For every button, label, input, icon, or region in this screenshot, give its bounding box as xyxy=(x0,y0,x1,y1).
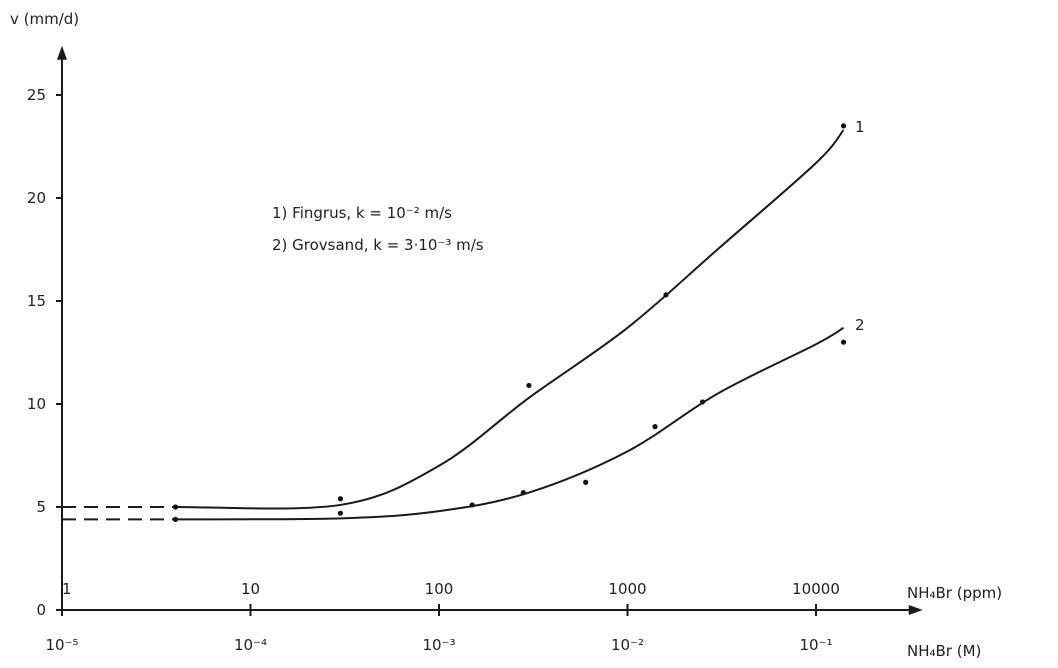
series-2-point xyxy=(172,516,179,522)
series-label-1: 1 xyxy=(855,118,865,136)
x-tick-label-molar: 10⁻³ xyxy=(422,636,455,654)
axes xyxy=(57,45,923,615)
x-axis-label-molar: NH₄Br (M) xyxy=(907,642,981,660)
x-tick-label-molar: 10⁻⁵ xyxy=(45,636,78,654)
x-tick-label-ppm: 1 xyxy=(62,580,72,598)
x-tick-label-ppm: 100 xyxy=(425,580,454,598)
series-1-point xyxy=(840,123,847,129)
y-tick-label: 5 xyxy=(36,498,46,516)
legend-entry-2: 2) Grovsand, k = 3·10⁻³ m/s xyxy=(272,236,484,254)
series-2-point xyxy=(337,510,344,516)
x-tick-label-molar: 10⁻² xyxy=(611,636,644,654)
x-tick-label-molar: 10⁻⁴ xyxy=(234,636,267,654)
axis-ticks: 0 5 10 15 20 25 1 10⁻⁵ 10 10⁻⁴ 100 10⁻³ 1000 10⁻² 1000… xyxy=(27,86,840,654)
chart-labels: v (mm/d) NH₄Br (ppm) NH₄Br (M) 1) Fingru… xyxy=(10,10,1002,660)
series-2-point xyxy=(583,479,589,485)
series-2-point xyxy=(652,424,658,430)
series-2-point xyxy=(840,339,847,345)
series-1-point xyxy=(526,382,532,389)
series-1-point xyxy=(337,496,344,502)
series-2-point xyxy=(520,489,526,496)
series-2-curve xyxy=(175,326,845,521)
series-points xyxy=(172,123,847,522)
y-axis-label: v (mm/d) xyxy=(10,10,79,28)
legend-entry-1: 1) Fingrus, k = 10⁻² m/s xyxy=(272,204,452,222)
y-tick-label: 15 xyxy=(27,292,46,310)
y-tick-label: 25 xyxy=(27,86,46,104)
y-axis-arrowhead xyxy=(57,45,67,60)
x-axis-arrowhead xyxy=(908,605,923,615)
y-tick-label: 10 xyxy=(27,395,46,413)
y-tick-label: 0 xyxy=(36,601,46,619)
x-tick-label-ppm: 1000 xyxy=(608,580,646,598)
series-label-2: 2 xyxy=(855,316,865,334)
x-tick-label-molar: 10⁻¹ xyxy=(799,636,832,654)
x-axis-label-ppm: NH₄Br (ppm) xyxy=(907,584,1002,602)
series-1-curve xyxy=(175,129,845,510)
series-1-point xyxy=(663,292,669,298)
series-2-point xyxy=(469,502,475,508)
x-tick-label-ppm: 10 xyxy=(241,580,260,598)
series-1-point xyxy=(172,504,179,510)
y-tick-label: 20 xyxy=(27,189,46,207)
series-curves xyxy=(62,129,845,521)
series-2-point xyxy=(699,399,706,405)
x-tick-label-ppm: 10000 xyxy=(792,580,840,598)
